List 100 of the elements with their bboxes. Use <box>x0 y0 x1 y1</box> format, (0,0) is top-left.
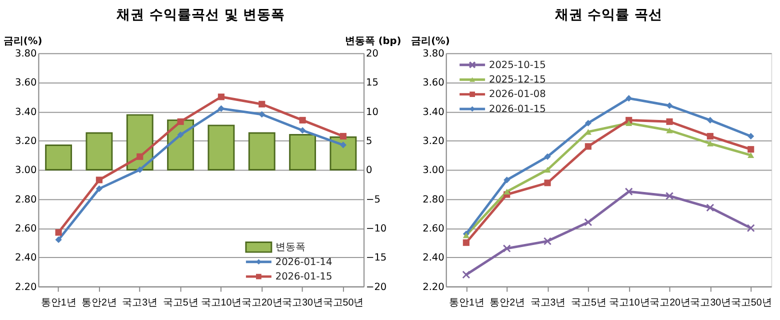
point <box>55 229 62 236</box>
x-tick-label: 국고5년 <box>162 297 198 308</box>
y-tick-label: 3.60 <box>14 78 37 89</box>
point <box>748 146 754 153</box>
x-tick-label: 통안2년 <box>81 297 117 308</box>
point <box>706 116 714 124</box>
y2-tick-label: 10 <box>366 106 378 118</box>
point <box>504 188 510 194</box>
y2-tick-label: 15 <box>366 78 378 89</box>
y-tick-label: 3.40 <box>422 106 444 118</box>
legend-label: 2026-01-14 <box>275 256 332 268</box>
point <box>462 270 470 279</box>
y2-axis-title: 변동폭 (bp) <box>344 36 402 47</box>
point <box>748 152 754 158</box>
x-tick-label: 국고30년 <box>690 297 732 308</box>
legend-label: 2025-12-15 <box>488 74 546 86</box>
y-tick-label: 2.60 <box>14 223 37 234</box>
point <box>706 204 714 212</box>
point <box>584 218 592 226</box>
legend-label: 변동폭 <box>275 242 306 254</box>
point <box>584 143 592 150</box>
y-tick-label: 2.80 <box>14 194 37 206</box>
point <box>665 192 674 200</box>
point <box>626 120 632 126</box>
y-tick-label: 2.40 <box>14 252 37 264</box>
legend-label: 2026-01-15 <box>275 271 332 282</box>
y-tick-label: 3.20 <box>422 136 444 148</box>
y-tick-label: 3.60 <box>422 78 444 89</box>
x-tick-label: 통안1년 <box>448 297 484 308</box>
bar <box>45 144 72 170</box>
point <box>666 118 673 125</box>
chart-title: 채권 수익률곡선 및 변동폭 <box>116 6 286 23</box>
y2-tick-label: −5 <box>366 194 380 206</box>
y-tick-label: 3.00 <box>14 165 37 176</box>
point <box>543 237 552 246</box>
x-tick-label: 국고10년 <box>608 297 650 308</box>
point <box>626 95 632 102</box>
x-tick-label: 국고3년 <box>122 297 158 308</box>
y2-tick-label: 0 <box>366 165 372 176</box>
x-tick-label: 국고5년 <box>570 297 606 308</box>
point <box>706 132 714 140</box>
x-tick-label: 통안1년 <box>40 297 76 308</box>
point <box>462 239 470 246</box>
y-tick-label: 2.20 <box>14 282 37 293</box>
x-tick-label: 국고50년 <box>322 297 364 308</box>
point <box>96 176 102 184</box>
bar <box>330 136 357 170</box>
x-tick-label: 국고3년 <box>530 297 566 308</box>
point <box>340 142 346 148</box>
point <box>544 166 551 173</box>
point <box>624 188 633 196</box>
x-tick-label: 국고20년 <box>650 297 690 308</box>
point <box>136 153 144 160</box>
point <box>136 166 144 174</box>
x-tick-label: 국고30년 <box>282 297 323 308</box>
point <box>666 102 673 109</box>
x-tick-label: 국고50년 <box>730 297 772 308</box>
point <box>666 128 673 134</box>
y-tick-label: 2.80 <box>422 194 444 206</box>
bar <box>86 132 113 170</box>
legend-label: 2026-01-15 <box>488 104 546 115</box>
y-tick-label: 2.40 <box>422 252 444 264</box>
point <box>218 105 224 112</box>
y-tick-label: 3.80 <box>14 48 37 60</box>
y2-tick-label: −20 <box>366 282 387 293</box>
legend-label: 2026-01-08 <box>488 89 546 100</box>
y-tick-label: 3.00 <box>422 165 444 176</box>
point <box>746 224 755 232</box>
point <box>502 244 511 252</box>
chart-title: 채권 수익률 곡선 <box>554 6 662 23</box>
y-tick-label: 2.20 <box>422 282 444 293</box>
point <box>299 127 306 134</box>
y-tick-label: 3.80 <box>422 48 444 60</box>
point <box>96 185 102 192</box>
legend-label: 2025-10-15 <box>488 60 546 71</box>
y-axis-title: 금리(%) <box>411 36 450 47</box>
point <box>584 120 592 126</box>
point <box>544 180 551 186</box>
y2-tick-label: −10 <box>366 223 387 234</box>
bar <box>248 132 276 170</box>
point <box>504 176 510 184</box>
point <box>258 100 266 108</box>
y-tick-label: 3.40 <box>14 106 37 118</box>
point <box>544 153 551 160</box>
y-tick-label: 3.20 <box>14 136 37 148</box>
point <box>340 132 346 140</box>
point <box>299 116 306 124</box>
x-tick-label: 통안2년 <box>490 297 526 308</box>
point <box>177 131 184 138</box>
y2-tick-label: −15 <box>366 252 387 264</box>
x-tick-label: 국고10년 <box>200 297 242 308</box>
bar <box>289 134 316 170</box>
x-tick-label: 국고20년 <box>241 297 282 308</box>
point <box>748 132 754 140</box>
point <box>177 118 184 125</box>
y2-tick-label: 5 <box>366 136 372 148</box>
point <box>218 94 224 100</box>
point <box>55 236 62 243</box>
point <box>258 111 266 118</box>
y2-tick-label: 20 <box>366 48 378 60</box>
